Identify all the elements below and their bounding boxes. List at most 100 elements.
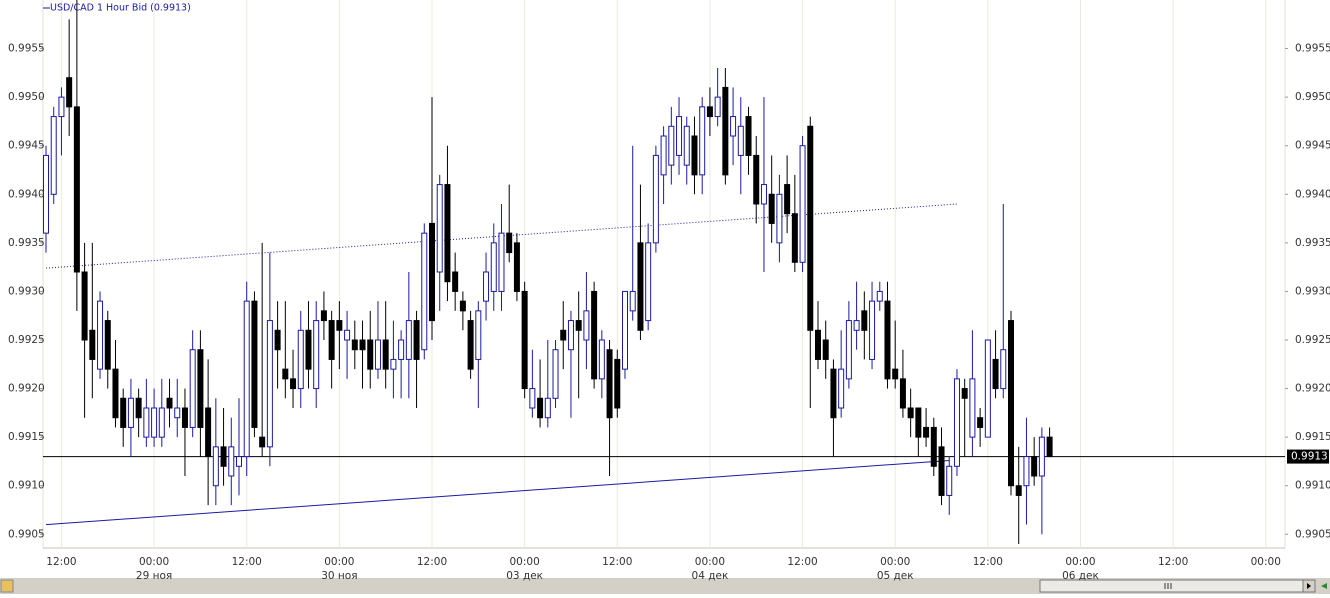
candle-body	[158, 407, 165, 438]
candle-body	[591, 290, 598, 380]
candle-body	[313, 320, 320, 390]
x-tick-label: 00:00	[880, 556, 910, 568]
candle-body	[984, 339, 991, 438]
candle-body	[660, 135, 667, 176]
candle-body	[43, 154, 49, 234]
y-tick-label: 0.9930	[1295, 285, 1330, 297]
candle-body	[189, 349, 196, 428]
candle-body	[282, 368, 289, 380]
y-tick-label: 0.9955	[1295, 43, 1330, 55]
candle-body	[784, 184, 791, 215]
y-tick-label: 0.9920	[1295, 383, 1330, 395]
candle-body	[722, 86, 729, 176]
candle-body	[483, 271, 490, 302]
candle-body	[390, 358, 397, 370]
candle-body	[1023, 456, 1030, 487]
candle-body	[66, 77, 73, 108]
y-tick-label: 0.9950	[8, 91, 45, 103]
chart-title: USD/CAD 1 Hour Bid (0.9913)	[50, 3, 191, 14]
candle-body	[637, 242, 644, 331]
candle-body	[745, 116, 752, 156]
candle-body	[181, 407, 188, 428]
candle-body	[552, 349, 559, 399]
scrollbar-grip	[1164, 583, 1172, 589]
candle-body	[923, 426, 930, 438]
candle-body	[367, 339, 374, 370]
candle-body	[884, 300, 891, 380]
candle-body	[915, 407, 922, 438]
candle-body	[436, 184, 443, 273]
candle-body	[81, 271, 88, 341]
candle-body	[1046, 436, 1053, 458]
candle-body	[822, 339, 829, 360]
candle-body	[513, 242, 520, 292]
x-tick-label: 00:00	[139, 556, 169, 568]
candle-body	[791, 213, 798, 263]
y-tick-label: 0.9925	[8, 334, 45, 346]
candle-body	[374, 339, 381, 370]
candle-body	[977, 417, 984, 428]
scroll-right-arrow	[1307, 583, 1311, 589]
candle-body	[567, 320, 574, 351]
y-tick-label: 0.9910	[8, 480, 45, 492]
scrollbar-bar	[0, 578, 1330, 594]
candle-body	[151, 407, 158, 438]
candle-body	[869, 300, 876, 360]
candle-body	[768, 193, 775, 224]
candle-body	[683, 125, 690, 166]
candle-body	[606, 349, 613, 419]
x-tick-label: 12:00	[46, 556, 76, 568]
candle-body	[737, 125, 744, 156]
candle-body	[876, 290, 883, 302]
y-tick-label: 0.9940	[8, 188, 45, 200]
candle-body	[498, 232, 505, 292]
x-date-label: 06 дек	[1062, 570, 1099, 582]
candle-body	[104, 320, 111, 370]
candle-body	[266, 320, 273, 448]
candle-body	[529, 388, 536, 409]
toolbar-icon[interactable]	[0, 579, 14, 593]
candle-body	[359, 339, 366, 351]
x-tick-label: 00:00	[1065, 556, 1095, 568]
candle-body	[120, 397, 127, 428]
candle-body	[583, 310, 590, 341]
candle-body	[320, 310, 327, 322]
candle-body	[521, 290, 528, 390]
candle-body	[575, 320, 582, 331]
go-end-arrow[interactable]	[1321, 583, 1327, 589]
candle-body	[421, 232, 428, 351]
y-tick-label: 0.9910	[1295, 480, 1330, 492]
y-tick-label: 0.9935	[8, 237, 45, 249]
y-tick-label: 0.9905	[1295, 528, 1330, 540]
y-tick-label: 0.9945	[1295, 140, 1330, 152]
y-tick-label: 0.9925	[1295, 334, 1330, 346]
candle-body	[429, 222, 435, 322]
candle-body	[212, 446, 219, 487]
candle-body	[228, 446, 235, 477]
candle-body	[699, 106, 706, 176]
candle-body	[845, 320, 852, 380]
candle-body	[706, 106, 713, 118]
candle-body	[652, 154, 659, 244]
candle-body	[58, 96, 65, 118]
last-price-label: 0.9913	[1291, 451, 1328, 463]
candle-body	[676, 116, 683, 156]
y-tick-label: 0.9930	[8, 285, 45, 297]
x-date-label: 05 дек	[877, 570, 914, 582]
y-tick-label: 0.9920	[8, 383, 45, 395]
candle-body	[691, 135, 698, 176]
candle-body	[760, 184, 767, 205]
trendline	[45, 459, 950, 526]
candle-body	[174, 407, 181, 419]
x-tick-label: 00:00	[510, 556, 540, 568]
candle-body	[243, 300, 250, 458]
candle-body	[444, 184, 451, 283]
candle-body	[992, 358, 999, 390]
y-tick-label: 0.9950	[1295, 91, 1330, 103]
candle-body	[274, 329, 281, 351]
candle-body	[328, 320, 335, 360]
x-date-label: 04 дек	[692, 570, 729, 582]
candle-body	[537, 397, 544, 419]
candle-body	[753, 154, 760, 205]
candle-body	[382, 339, 389, 370]
